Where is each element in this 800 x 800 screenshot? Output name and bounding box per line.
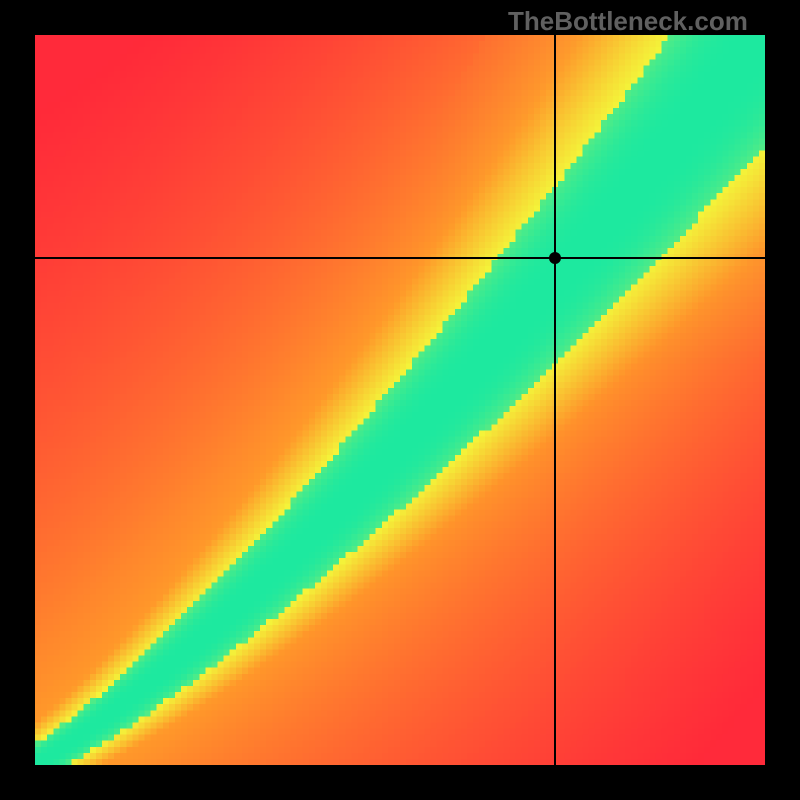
heatmap-canvas	[35, 35, 765, 765]
chart-container: TheBottleneck.com	[0, 0, 800, 800]
crosshair-point	[549, 252, 561, 264]
crosshair-vertical	[554, 35, 556, 765]
watermark-text: TheBottleneck.com	[508, 6, 748, 37]
crosshair-horizontal	[35, 257, 765, 259]
heatmap-plot	[35, 35, 765, 765]
